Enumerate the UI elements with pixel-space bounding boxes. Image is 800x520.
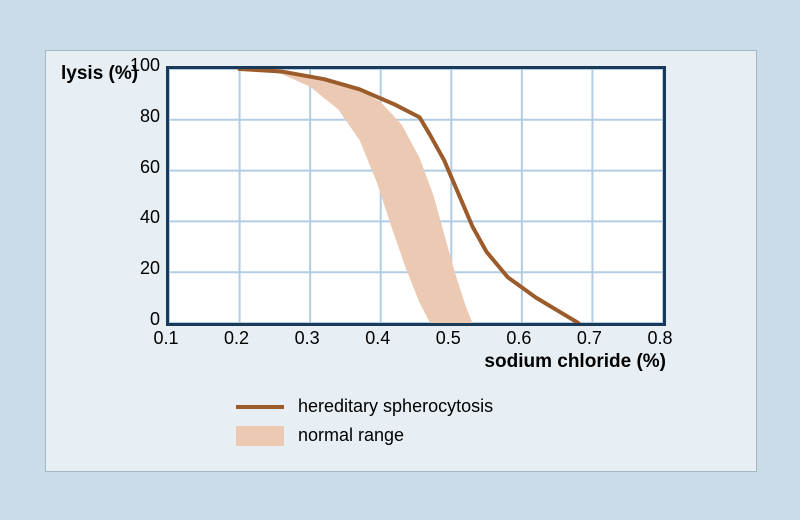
chart-panel: lysis (%) sodium chloride (%) 0204060801… — [45, 50, 757, 472]
plot-wrap: lysis (%) sodium chloride (%) 0204060801… — [166, 66, 666, 326]
x-tick: 0.5 — [428, 328, 468, 349]
x-tick: 0.8 — [640, 328, 680, 349]
legend-line-swatch — [236, 405, 284, 409]
y-tick: 40 — [127, 207, 160, 228]
y-tick: 60 — [127, 157, 160, 178]
plot-area — [166, 66, 666, 326]
x-tick: 0.6 — [499, 328, 539, 349]
legend-line-label: hereditary spherocytosis — [298, 396, 493, 417]
y-tick: 80 — [127, 106, 160, 127]
y-tick: 0 — [127, 309, 160, 330]
x-tick: 0.2 — [217, 328, 257, 349]
x-axis-label: sodium chloride (%) — [484, 351, 666, 373]
x-tick: 0.1 — [146, 328, 186, 349]
legend-item-line: hereditary spherocytosis — [236, 396, 493, 417]
x-tick: 0.3 — [287, 328, 327, 349]
legend-band-label: normal range — [298, 425, 404, 446]
legend-band-swatch — [236, 426, 284, 446]
y-tick: 20 — [127, 258, 160, 279]
x-tick: 0.4 — [358, 328, 398, 349]
legend-item-band: normal range — [236, 425, 493, 446]
y-tick: 100 — [127, 55, 160, 76]
x-tick: 0.7 — [569, 328, 609, 349]
legend: hereditary spherocytosis normal range — [236, 396, 493, 454]
plot-svg — [169, 69, 663, 323]
